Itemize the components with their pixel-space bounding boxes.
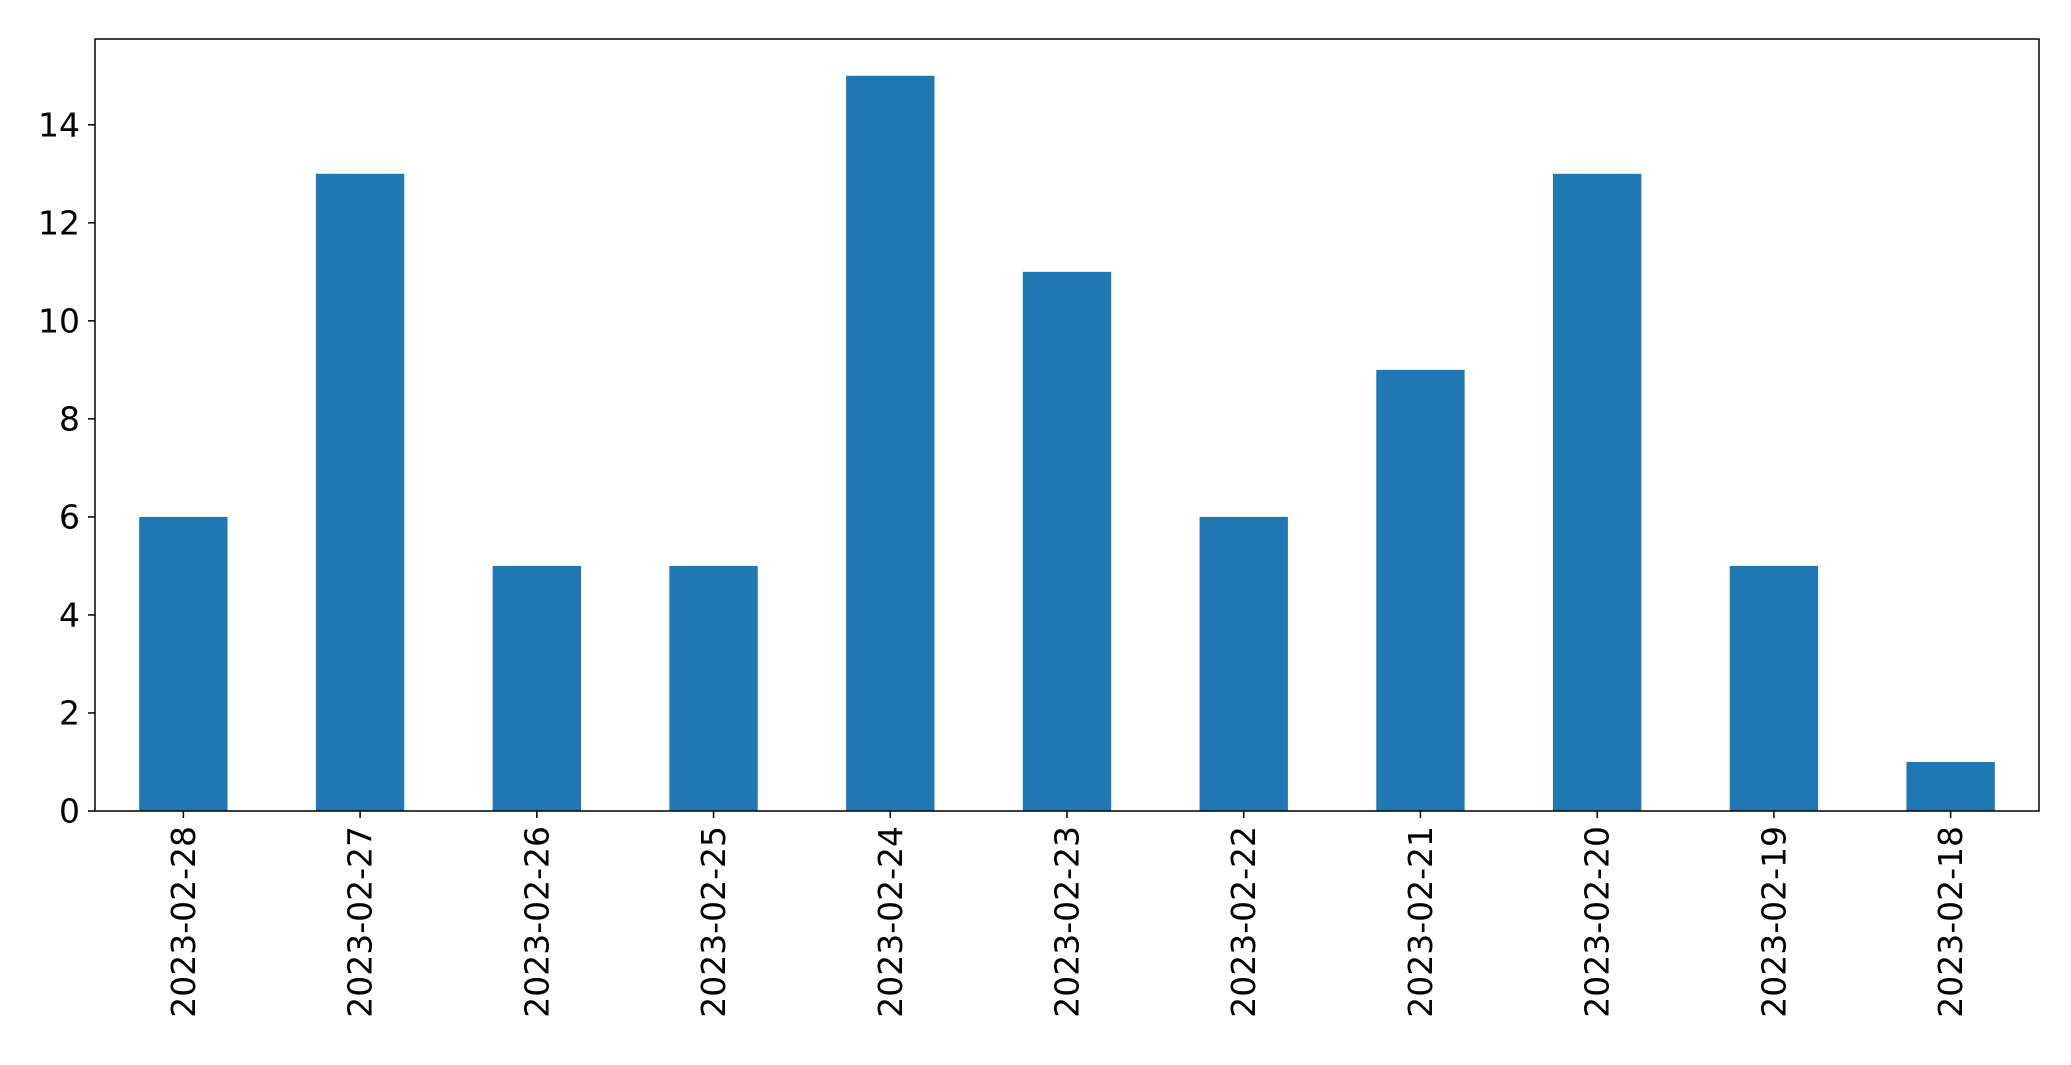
bar-2023-02-19 (1729, 565, 1819, 811)
x-tick-label: 2023-02-28 (164, 826, 203, 1018)
y-tick-label: 4 (59, 595, 80, 634)
y-tick-label: 0 (59, 792, 80, 831)
x-tick-label: 2023-02-22 (1224, 826, 1263, 1018)
bar-2023-02-22 (1199, 516, 1288, 811)
x-tick-label: 2023-02-26 (517, 826, 556, 1018)
x-tick-label: 2023-02-18 (1931, 826, 1970, 1018)
x-tick-label: 2023-02-24 (871, 826, 910, 1018)
y-tick-label: 14 (38, 105, 80, 144)
x-tick-label: 2023-02-25 (694, 826, 733, 1018)
bar-2023-02-27 (315, 173, 405, 812)
bar-2023-02-18 (1906, 761, 1995, 811)
y-tick-label: 2 (59, 693, 80, 732)
bar-2023-02-21 (1376, 369, 1465, 811)
x-tick-label: 2023-02-21 (1401, 826, 1440, 1018)
x-tick-label: 2023-02-19 (1754, 826, 1793, 1018)
x-tick-label: 2023-02-20 (1578, 826, 1617, 1018)
y-tick-label: 12 (38, 203, 80, 242)
plot-frame (94, 38, 2040, 812)
bar-2023-02-20 (1553, 173, 1642, 812)
bar-2023-02-26 (492, 565, 581, 811)
y-tick-label: 10 (38, 301, 80, 340)
bar-2023-02-28 (139, 516, 228, 811)
y-axis: 0 2 4 6 8 10 12 14 (38, 105, 95, 831)
bar-2023-02-25 (669, 565, 758, 811)
y-tick-label: 8 (59, 399, 80, 438)
bars-group (139, 75, 1995, 812)
y-tick-label: 6 (59, 497, 80, 536)
x-tick-label: 2023-02-27 (341, 826, 380, 1018)
x-axis: 2023-02-28 2023-02-27 2023-02-26 2023-02-25… (164, 811, 1970, 1018)
x-tick-label: 2023-02-23 (1048, 826, 1087, 1018)
bar-2023-02-24 (846, 75, 935, 811)
bar-2023-02-23 (1022, 271, 1112, 811)
